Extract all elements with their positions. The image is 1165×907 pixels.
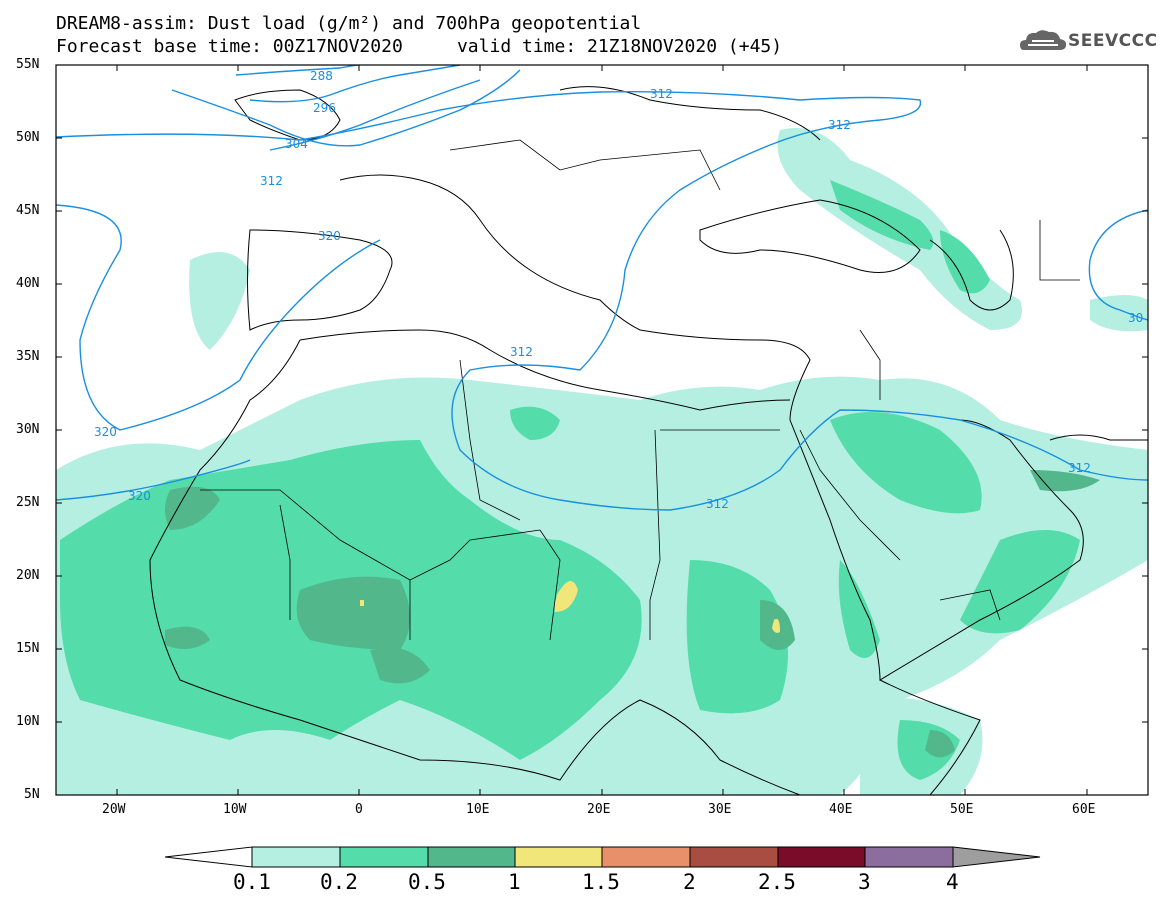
lat-label: 10N (16, 714, 40, 729)
contour-label: 312 (1068, 461, 1091, 475)
contour-label: 312 (706, 497, 729, 511)
colorbar-label: 0.1 (233, 870, 271, 894)
lat-label: 40N (16, 276, 40, 291)
colorbar-label: 2.5 (758, 870, 796, 894)
colorbar-swatch (777, 846, 866, 868)
colorbar-label: 1 (508, 870, 521, 894)
geopotential-contours (56, 65, 1148, 511)
coastlines (149, 86, 1148, 795)
lon-label: 50E (950, 802, 974, 817)
colorbar-swatch (339, 846, 429, 868)
colorbar-swatch (514, 846, 603, 868)
lat-label: 20N (16, 568, 40, 583)
lat-label: 15N (16, 641, 40, 656)
contour-label: 320 (94, 425, 117, 439)
colorbar-label: 2 (683, 870, 696, 894)
contour-label: 312 (260, 174, 283, 188)
colorbar-label: 0.2 (320, 870, 358, 894)
colorbar-swatch (864, 846, 954, 868)
contour-label: 288 (310, 69, 333, 83)
colorbar-low-arrow (164, 846, 253, 868)
colorbar-swatch (689, 846, 779, 868)
colorbar-high-arrow (952, 846, 1041, 868)
colorbar-swatch (427, 846, 516, 868)
lat-label: 45N (16, 203, 40, 218)
lon-label: 10W (223, 802, 247, 817)
contour-label: 304 (285, 137, 308, 151)
contour-label: 312 (510, 345, 533, 359)
colorbar (164, 846, 1041, 868)
lon-ticks (116, 65, 1088, 795)
lon-label: 60E (1072, 802, 1096, 817)
lat-label: 30N (16, 422, 40, 437)
contour-label: 296 (313, 101, 336, 115)
map-title: DREAM8-assim: Dust load (g/m²) and 700hP… (56, 13, 642, 34)
colorbar-swatch (251, 846, 341, 868)
contour-label: 320 (128, 489, 151, 503)
lon-label: 20W (102, 802, 126, 817)
seevccc-logo-text: SEEVCCC (1068, 31, 1158, 51)
lon-label: 0 (355, 802, 363, 817)
lat-ticks (56, 64, 1148, 723)
lat-label: 5N (24, 787, 40, 802)
contour-label: 320 (318, 229, 341, 243)
lat-label: 25N (16, 495, 40, 510)
dust-layer-peak (360, 581, 780, 633)
lon-label: 40E (829, 802, 853, 817)
lon-label: 10E (466, 802, 490, 817)
seevccc-cloud-icon (1020, 30, 1067, 50)
lat-label: 50N (16, 130, 40, 145)
contour-label: 312 (650, 87, 673, 101)
forecast-time-subtitle: Forecast base time: 00Z17NOV2020 valid t… (56, 36, 783, 57)
lat-label: 55N (16, 57, 40, 72)
colorbar-label: 0.5 (408, 870, 446, 894)
lon-label: 30E (708, 802, 732, 817)
contour-value-labels: 288 296 304 312 320 312 312 312 312 320 … (94, 69, 1143, 511)
colorbar-label: 1.5 (582, 870, 620, 894)
colorbar-label: 4 (946, 870, 959, 894)
country-borders (200, 139, 1080, 641)
colorbar-swatch (601, 846, 691, 868)
contour-label: 312 (828, 118, 851, 132)
colorbar-label: 3 (858, 870, 871, 894)
lat-label: 35N (16, 349, 40, 364)
lon-label: 20E (587, 802, 611, 817)
contour-label: 30 (1128, 311, 1143, 325)
